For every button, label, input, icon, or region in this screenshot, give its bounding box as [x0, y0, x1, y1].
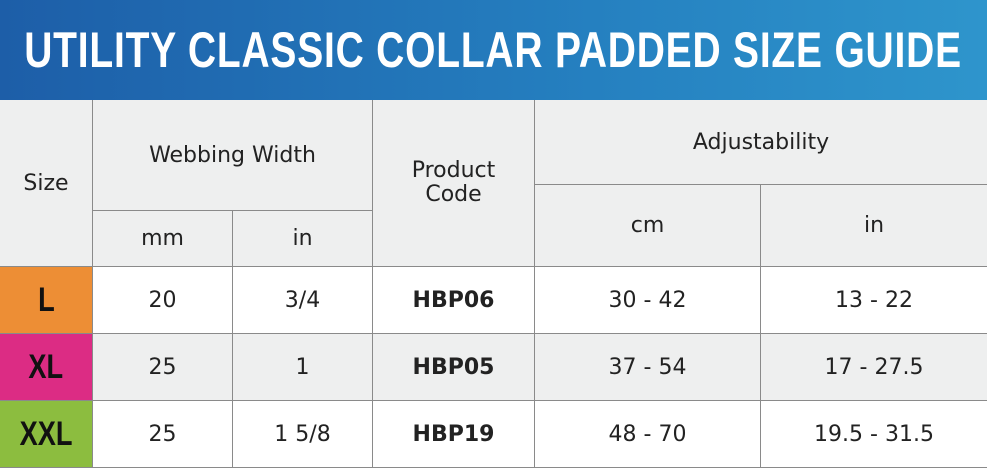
cell-adj_in: 17 - 27.5 [761, 334, 987, 401]
cell-cm: 48 - 70 [535, 401, 761, 468]
cell-code: HBP06 [373, 267, 535, 334]
header-mm: mm [93, 211, 233, 267]
cell-adj_in: 19.5 - 31.5 [761, 401, 987, 468]
header-adjustability: Adjustability [535, 100, 987, 185]
size-label: XXL [19, 414, 73, 453]
page-title: UTILITY CLASSIC COLLAR PADDED SIZE GUIDE [24, 22, 963, 78]
cell-in: 1 [233, 334, 373, 401]
header-product-code: Product Code [373, 100, 535, 267]
cell-mm: 25 [93, 401, 233, 468]
cell-cm: 30 - 42 [535, 267, 761, 334]
header-webbing: Webbing Width [93, 100, 373, 211]
cell-mm: 20 [93, 267, 233, 334]
size-label: XL [28, 347, 64, 386]
header-in: in [233, 211, 373, 267]
cell-mm: 25 [93, 334, 233, 401]
size-label: L [37, 280, 55, 319]
cell-cm: 37 - 54 [535, 334, 761, 401]
cell-in: 3/4 [233, 267, 373, 334]
cell-adj_in: 13 - 22 [761, 267, 987, 334]
size-cell: L [0, 267, 93, 334]
header-adj-in: in [761, 185, 987, 267]
header-size: Size [0, 100, 93, 267]
title-banner: UTILITY CLASSIC COLLAR PADDED SIZE GUIDE [0, 0, 987, 100]
size-cell: XL [0, 334, 93, 401]
cell-code: HBP19 [373, 401, 535, 468]
cell-in: 1 5/8 [233, 401, 373, 468]
size-cell: XXL [0, 401, 93, 468]
header-cm: cm [535, 185, 761, 267]
cell-code: HBP05 [373, 334, 535, 401]
